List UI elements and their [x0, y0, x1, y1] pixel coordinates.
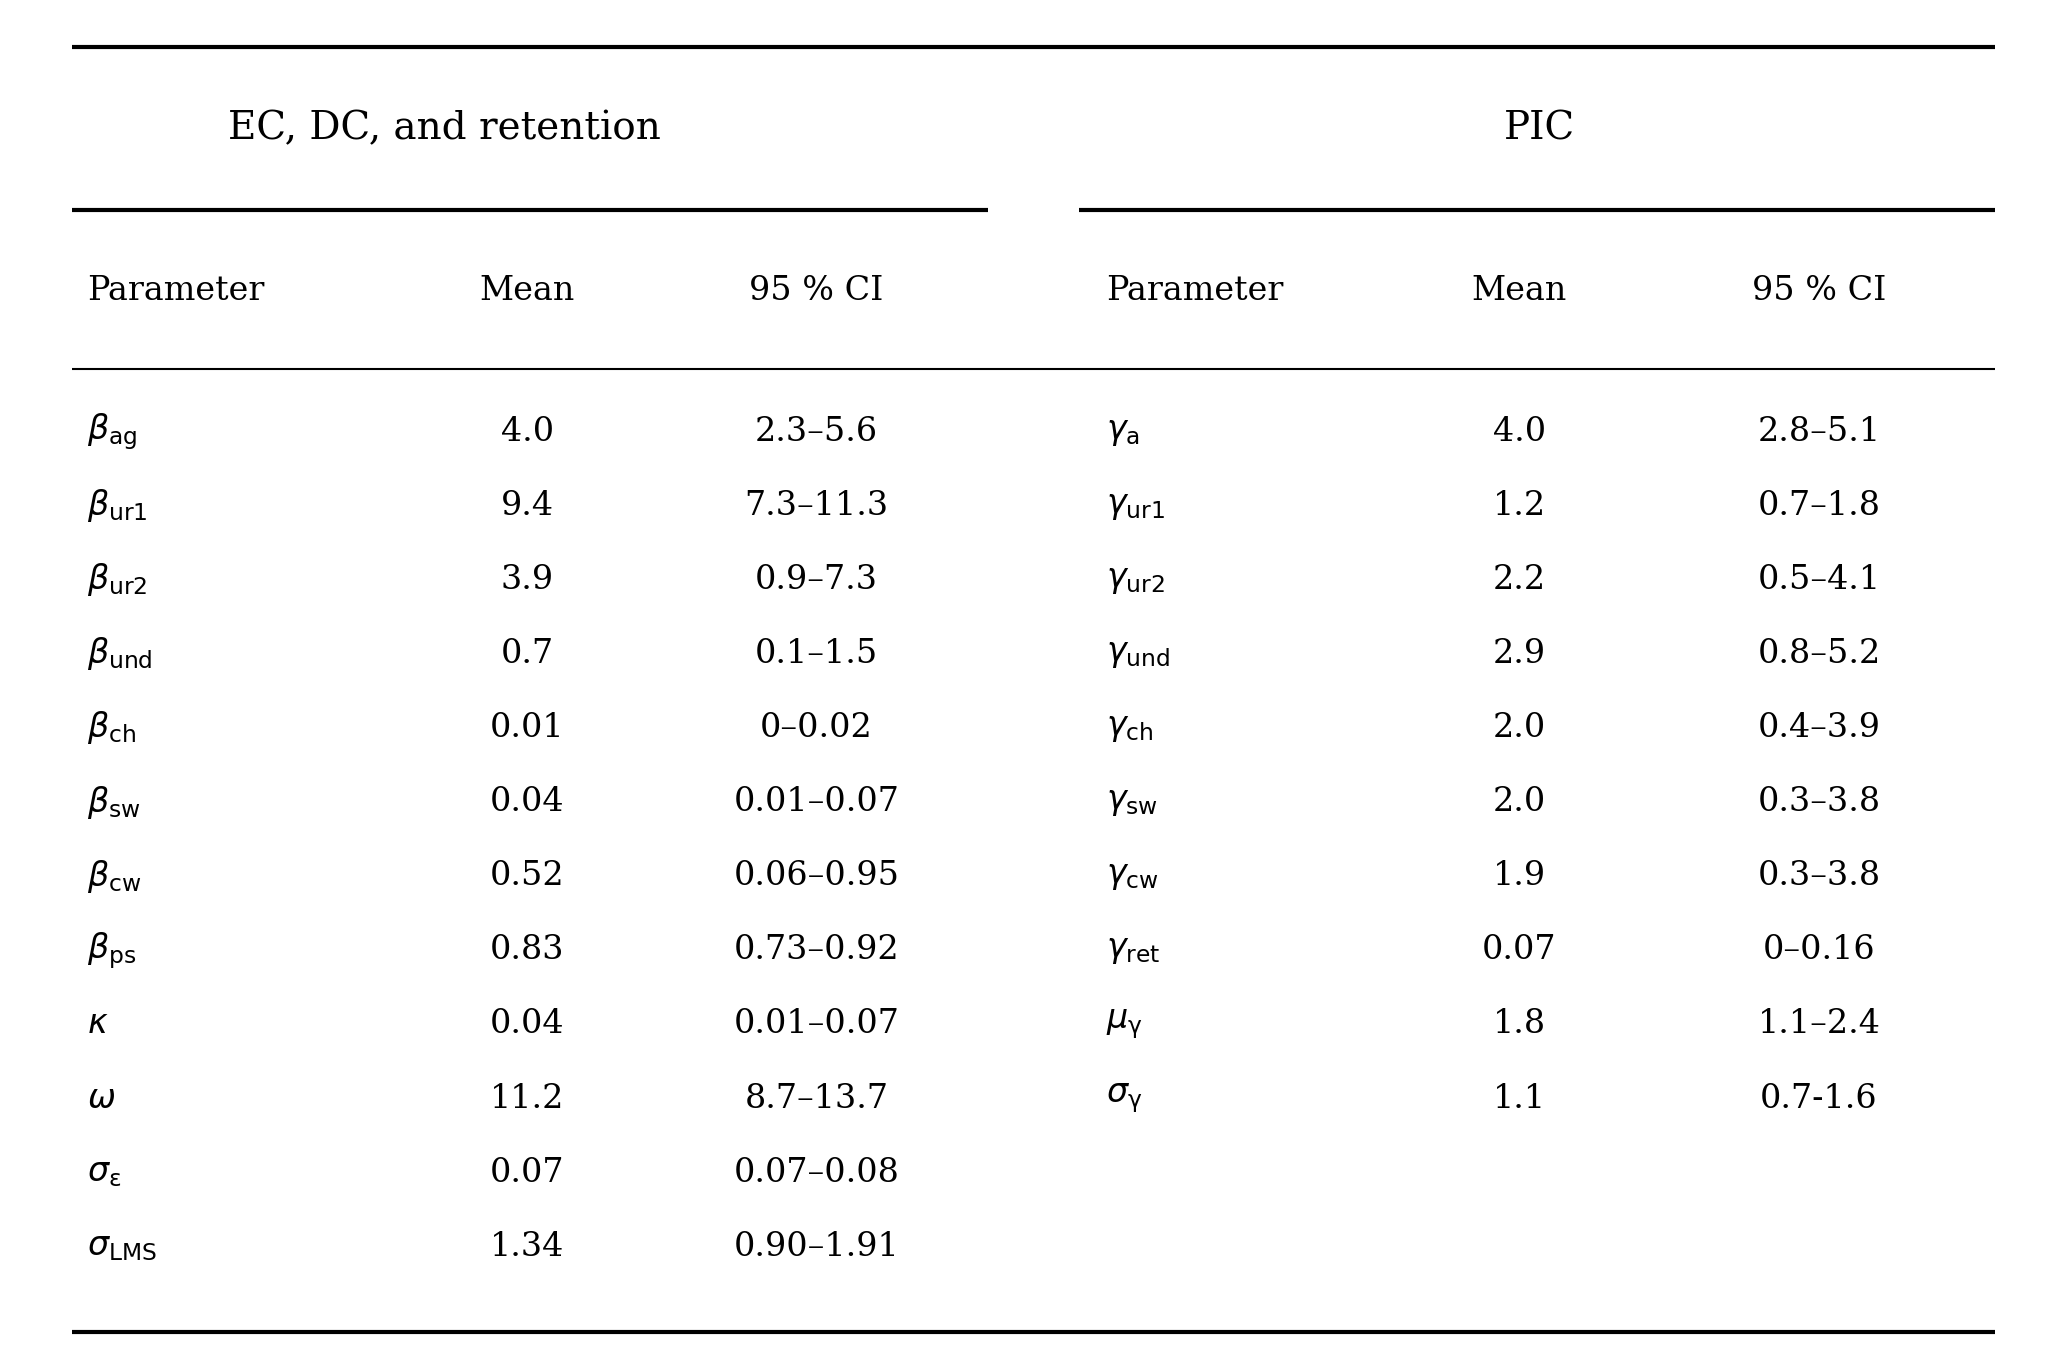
Text: $\beta_{\mathrm{ur1}}$: $\beta_{\mathrm{ur1}}$: [87, 488, 147, 524]
Text: 0.07: 0.07: [1482, 935, 1556, 966]
Text: Mean: Mean: [1472, 275, 1567, 308]
Text: $\beta_{\mathrm{ag}}$: $\beta_{\mathrm{ag}}$: [87, 411, 136, 453]
Text: $\gamma_{\mathrm{ret}}$: $\gamma_{\mathrm{ret}}$: [1106, 935, 1160, 966]
Text: 0.07–0.08: 0.07–0.08: [734, 1157, 899, 1188]
Text: 8.7–13.7: 8.7–13.7: [744, 1083, 889, 1115]
Text: 2.8–5.1: 2.8–5.1: [1757, 416, 1881, 447]
Text: 4.0: 4.0: [500, 416, 554, 447]
Text: 1.9: 1.9: [1492, 860, 1546, 892]
Text: Parameter: Parameter: [1106, 275, 1284, 308]
Text: $\sigma_{\mathrm{\varepsilon}}$: $\sigma_{\mathrm{\varepsilon}}$: [87, 1157, 122, 1188]
Text: $\beta_{\mathrm{sw}}$: $\beta_{\mathrm{sw}}$: [87, 783, 141, 821]
Text: 0.06–0.95: 0.06–0.95: [734, 860, 899, 892]
Text: 2.9: 2.9: [1492, 638, 1546, 669]
Text: EC, DC, and retention: EC, DC, and retention: [227, 110, 661, 148]
Text: $\gamma_{\mathrm{ch}}$: $\gamma_{\mathrm{ch}}$: [1106, 711, 1153, 744]
Text: 0.3–3.8: 0.3–3.8: [1757, 860, 1881, 892]
Text: 0.9–7.3: 0.9–7.3: [754, 564, 878, 596]
Text: 1.1–2.4: 1.1–2.4: [1757, 1008, 1881, 1041]
Text: 0.07: 0.07: [490, 1157, 564, 1188]
Text: 0–0.16: 0–0.16: [1763, 935, 1875, 966]
Text: 0.01–0.07: 0.01–0.07: [734, 786, 899, 818]
Text: 0.52: 0.52: [490, 860, 564, 892]
Text: 3.9: 3.9: [500, 564, 554, 596]
Text: 0–0.02: 0–0.02: [761, 711, 872, 744]
Text: $\beta_{\mathrm{und}}$: $\beta_{\mathrm{und}}$: [87, 635, 153, 672]
Text: 0.90–1.91: 0.90–1.91: [734, 1230, 899, 1263]
Text: 0.04: 0.04: [490, 786, 564, 818]
Text: $\beta_{\mathrm{ur2}}$: $\beta_{\mathrm{ur2}}$: [87, 561, 147, 599]
Text: 0.5–4.1: 0.5–4.1: [1757, 564, 1881, 596]
Text: 0.04: 0.04: [490, 1008, 564, 1041]
Text: 1.8: 1.8: [1492, 1008, 1546, 1041]
Text: $\kappa$: $\kappa$: [87, 1008, 107, 1041]
Text: Mean: Mean: [480, 275, 575, 308]
Text: 1.2: 1.2: [1492, 489, 1546, 522]
Text: 2.0: 2.0: [1492, 786, 1546, 818]
Text: 4.0: 4.0: [1492, 416, 1546, 447]
Text: 0.7: 0.7: [500, 638, 554, 669]
Text: 11.2: 11.2: [490, 1083, 564, 1115]
Text: 0.4–3.9: 0.4–3.9: [1757, 711, 1881, 744]
Text: $\beta_{\mathrm{ch}}$: $\beta_{\mathrm{ch}}$: [87, 710, 136, 747]
Text: $\gamma_{\mathrm{ur2}}$: $\gamma_{\mathrm{ur2}}$: [1106, 564, 1164, 596]
Text: $\omega$: $\omega$: [87, 1083, 116, 1115]
Text: 1.34: 1.34: [490, 1230, 564, 1263]
Text: 9.4: 9.4: [500, 489, 554, 522]
Text: 0.8–5.2: 0.8–5.2: [1757, 638, 1881, 669]
Text: $\beta_{\mathrm{cw}}$: $\beta_{\mathrm{cw}}$: [87, 858, 141, 894]
Text: 95 % CI: 95 % CI: [748, 275, 885, 308]
Text: PIC: PIC: [1505, 110, 1575, 148]
Text: $\sigma_{\mathrm{\gamma}}$: $\sigma_{\mathrm{\gamma}}$: [1106, 1081, 1143, 1115]
Text: 0.01–0.07: 0.01–0.07: [734, 1008, 899, 1041]
Text: $\gamma_{\mathrm{ur1}}$: $\gamma_{\mathrm{ur1}}$: [1106, 489, 1166, 522]
Text: 7.3–11.3: 7.3–11.3: [744, 489, 889, 522]
Text: $\gamma_{\mathrm{a}}$: $\gamma_{\mathrm{a}}$: [1106, 416, 1139, 447]
Text: 0.1–1.5: 0.1–1.5: [754, 638, 878, 669]
Text: 0.83: 0.83: [490, 935, 564, 966]
Text: 0.73–0.92: 0.73–0.92: [734, 935, 899, 966]
Text: Parameter: Parameter: [87, 275, 265, 308]
Text: 0.3–3.8: 0.3–3.8: [1757, 786, 1881, 818]
Text: 2.2: 2.2: [1492, 564, 1546, 596]
Text: $\gamma_{\mathrm{und}}$: $\gamma_{\mathrm{und}}$: [1106, 638, 1170, 669]
Text: 0.7-1.6: 0.7-1.6: [1761, 1083, 1877, 1115]
Text: 0.7–1.8: 0.7–1.8: [1757, 489, 1881, 522]
Text: 2.0: 2.0: [1492, 711, 1546, 744]
Text: 2.3–5.6: 2.3–5.6: [754, 416, 878, 447]
Text: $\beta_{\mathrm{ps}}$: $\beta_{\mathrm{ps}}$: [87, 930, 136, 970]
Text: 1.1: 1.1: [1492, 1083, 1546, 1115]
Text: $\gamma_{\mathrm{sw}}$: $\gamma_{\mathrm{sw}}$: [1106, 786, 1158, 818]
Text: $\sigma_{\mathrm{LMS}}$: $\sigma_{\mathrm{LMS}}$: [87, 1230, 157, 1263]
Text: 95 % CI: 95 % CI: [1751, 275, 1887, 308]
Text: $\mu_{\mathrm{\gamma}}$: $\mu_{\mathrm{\gamma}}$: [1106, 1008, 1143, 1041]
Text: $\gamma_{\mathrm{cw}}$: $\gamma_{\mathrm{cw}}$: [1106, 860, 1160, 892]
Text: 0.01: 0.01: [490, 711, 564, 744]
